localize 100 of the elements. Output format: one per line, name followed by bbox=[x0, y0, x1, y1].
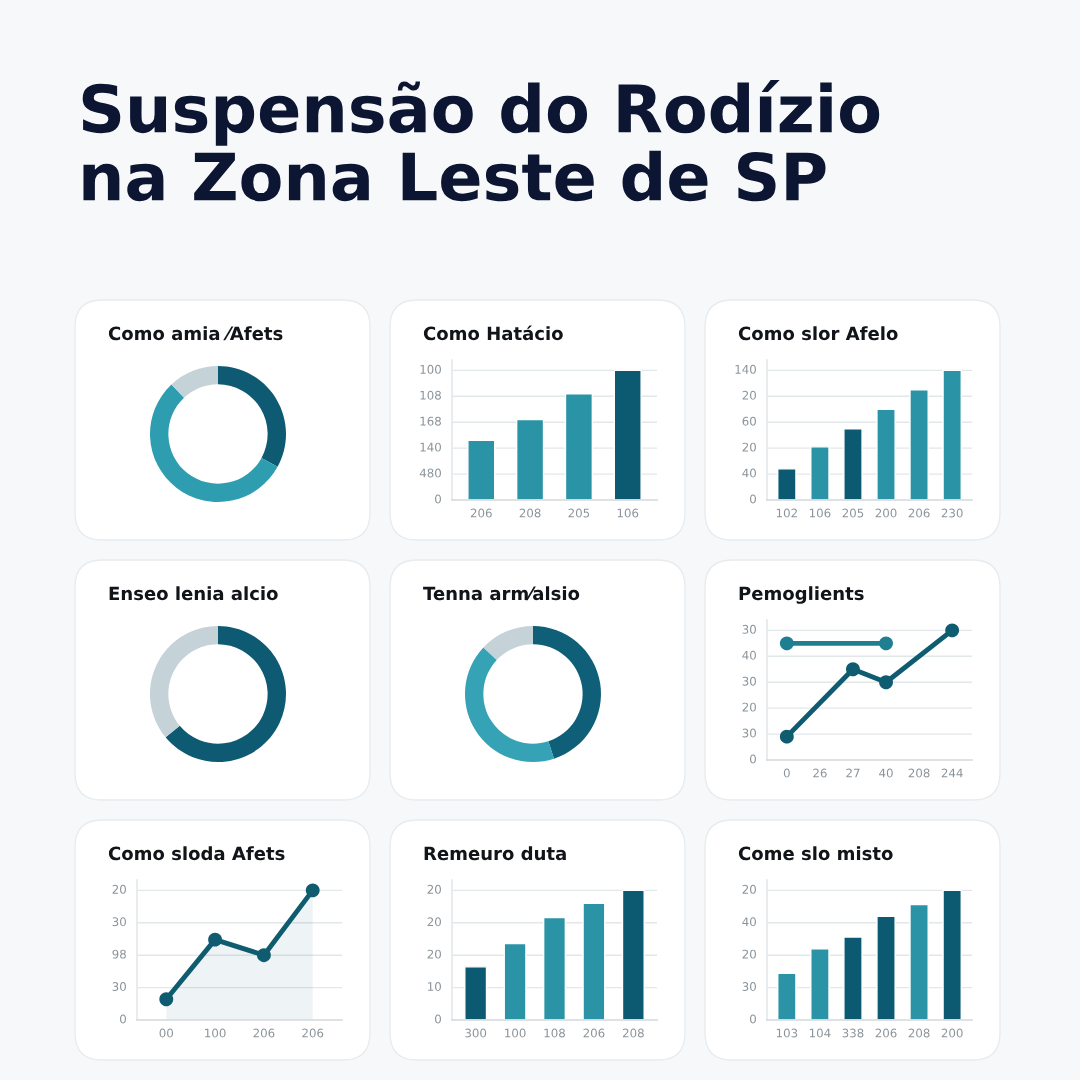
x-tick-label: 206 bbox=[908, 508, 930, 518]
chart-title: Como amia ⁄Afets bbox=[108, 326, 283, 341]
text: 10 bbox=[428, 982, 441, 992]
text: 20 bbox=[742, 442, 756, 452]
text: 30 bbox=[112, 917, 126, 927]
text: 30 bbox=[742, 728, 756, 738]
bar bbox=[909, 903, 929, 1020]
text: 0 bbox=[750, 494, 756, 504]
text: 30 bbox=[742, 982, 756, 992]
text: 40 bbox=[742, 917, 756, 927]
donut-slice bbox=[218, 366, 286, 467]
x-tick-label: 103 bbox=[776, 1028, 798, 1038]
bar bbox=[467, 439, 496, 500]
bar bbox=[564, 393, 594, 500]
bar bbox=[810, 948, 830, 1020]
x-tick-label: 300 bbox=[465, 1028, 487, 1038]
chart-title: Come slo misto bbox=[738, 846, 893, 861]
text: 20 bbox=[427, 884, 441, 894]
bar bbox=[621, 889, 645, 1020]
text: 20 bbox=[112, 884, 126, 894]
text: 30 bbox=[112, 982, 126, 992]
bar bbox=[942, 889, 962, 1020]
text: 30 bbox=[742, 624, 756, 634]
text: 98 bbox=[112, 949, 126, 959]
x-tick-label: 40 bbox=[879, 768, 893, 778]
donut-slice bbox=[483, 626, 533, 661]
x-tick-label: 106 bbox=[617, 508, 639, 518]
x-tick-label: 108 bbox=[544, 1028, 565, 1038]
x-tick-label: 208 bbox=[908, 1028, 930, 1038]
x-tick-label: 208 bbox=[908, 768, 930, 778]
point bbox=[208, 932, 223, 947]
x-tick-label: 206 bbox=[875, 1028, 897, 1038]
x-tick-label: 104 bbox=[809, 1028, 831, 1038]
text: 100 bbox=[420, 364, 441, 374]
x-tick-label: 205 bbox=[842, 508, 864, 518]
text: 20 bbox=[742, 884, 756, 894]
text: 0 bbox=[750, 1014, 756, 1024]
x-tick-label: 206 bbox=[253, 1028, 275, 1038]
bar bbox=[909, 389, 929, 500]
x-tick-label: 206 bbox=[470, 508, 492, 518]
point bbox=[159, 992, 174, 1007]
text: 480 bbox=[419, 468, 441, 478]
chart-title: Como sloda Afets bbox=[108, 846, 285, 861]
x-tick-label: 27 bbox=[846, 768, 860, 778]
x-tick-label: 206 bbox=[583, 1028, 605, 1038]
x-tick-label: 244 bbox=[941, 768, 963, 778]
chart-title: Tenna arm⁄alsio bbox=[423, 586, 580, 601]
text: 140 bbox=[735, 364, 756, 374]
x-tick-label: 206 bbox=[302, 1028, 324, 1038]
text: 20 bbox=[427, 949, 441, 959]
x-tick-label: 0 bbox=[783, 768, 790, 778]
text: 0 bbox=[435, 494, 441, 504]
x-tick-label: 338 bbox=[842, 1028, 864, 1038]
x-tick-label: 100 bbox=[205, 1028, 226, 1038]
x-tick-label: 106 bbox=[809, 508, 831, 518]
chart-title: Pemoglients bbox=[739, 586, 864, 604]
x-tick-label: 208 bbox=[519, 508, 541, 518]
bar bbox=[942, 369, 962, 500]
bar bbox=[777, 468, 797, 500]
text: 20 bbox=[742, 702, 756, 712]
chart-title: Como slor Afelo bbox=[738, 326, 898, 341]
donut-slice bbox=[150, 626, 218, 738]
bar bbox=[464, 966, 488, 1020]
text: 0 bbox=[750, 754, 756, 764]
text: 20 bbox=[742, 949, 756, 959]
donut-slice bbox=[165, 626, 286, 762]
bar bbox=[582, 902, 606, 1020]
chart-title: Remeuro duta bbox=[424, 846, 566, 861]
chart-title: Como Hatácio bbox=[423, 325, 563, 341]
x-tick-label: 200 bbox=[875, 508, 897, 518]
text: 20 bbox=[427, 917, 441, 927]
donut-slice bbox=[465, 647, 555, 762]
donut-slice bbox=[171, 366, 218, 398]
x-tick-label: 230 bbox=[941, 508, 963, 518]
text: 40 bbox=[742, 650, 756, 660]
point bbox=[256, 948, 271, 963]
bar bbox=[613, 369, 642, 500]
text: Suspensão do Rodízio na Zona Leste de SP bbox=[82, 80, 880, 202]
x-tick-label: 00 bbox=[159, 1028, 174, 1038]
text: 30 bbox=[742, 676, 756, 686]
text: 0 bbox=[435, 1014, 441, 1024]
text: 20 bbox=[742, 390, 756, 400]
chart-title: Enseo lenia alcio bbox=[109, 586, 278, 601]
bar bbox=[810, 446, 830, 500]
text: 168 bbox=[420, 416, 441, 426]
bar bbox=[777, 972, 797, 1020]
donut-slice bbox=[533, 626, 601, 759]
text: 108 bbox=[420, 390, 441, 400]
text: 0 bbox=[120, 1014, 126, 1024]
bar bbox=[876, 915, 896, 1020]
point bbox=[305, 883, 320, 898]
text: 40 bbox=[742, 468, 756, 478]
x-tick-label: 102 bbox=[776, 508, 797, 518]
x-tick-label: 200 bbox=[941, 1028, 963, 1038]
bar bbox=[503, 942, 527, 1020]
bar bbox=[843, 428, 863, 500]
donut-slice bbox=[150, 384, 278, 502]
x-tick-label: 208 bbox=[622, 1028, 644, 1038]
bar bbox=[876, 408, 896, 500]
bar bbox=[515, 418, 545, 500]
